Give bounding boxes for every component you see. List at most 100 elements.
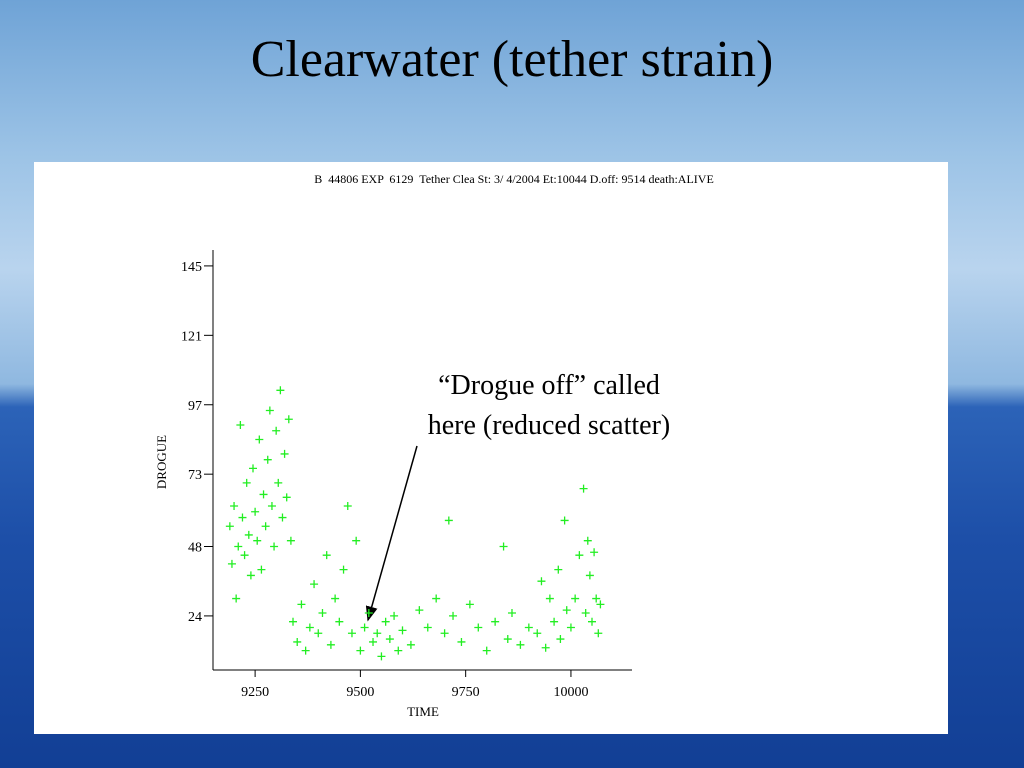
point [280, 449, 289, 458]
point [581, 609, 590, 618]
point [364, 609, 373, 618]
point [594, 629, 603, 638]
point [282, 493, 291, 502]
point [507, 609, 516, 618]
slide-title: Clearwater (tether strain) [250, 31, 774, 88]
point [242, 478, 251, 487]
point [297, 600, 306, 609]
point [560, 516, 569, 525]
point [246, 571, 255, 580]
chart: B 44806 EXP 6129 Tether Clea St: 3/ 4/20… [154, 172, 714, 719]
point [592, 594, 601, 603]
point [225, 522, 234, 531]
point [284, 415, 293, 424]
point [305, 623, 314, 632]
annotation-line: here (reduced scatter) [428, 410, 671, 441]
point [286, 536, 295, 545]
point [259, 490, 268, 499]
point [322, 551, 331, 560]
point [263, 455, 272, 464]
point [556, 635, 565, 644]
point [251, 507, 260, 516]
x-tick-label: 10000 [553, 685, 588, 700]
point [579, 484, 588, 493]
point [270, 542, 279, 551]
point [343, 501, 352, 510]
point [377, 652, 386, 661]
point [236, 421, 245, 429]
point [347, 629, 356, 638]
point [566, 623, 575, 632]
point [369, 637, 378, 646]
point [554, 565, 563, 574]
point [516, 640, 525, 649]
point [234, 542, 243, 551]
point [537, 577, 546, 586]
point [301, 646, 310, 655]
y-tick-label: 145 [181, 260, 202, 275]
point [562, 606, 571, 615]
point [423, 623, 432, 632]
point [267, 501, 276, 510]
point [394, 646, 403, 655]
point [596, 600, 605, 609]
point [491, 617, 500, 626]
point [550, 617, 559, 626]
y-tick-label: 24 [188, 610, 202, 625]
point [331, 594, 340, 603]
point [571, 594, 580, 603]
point [499, 542, 508, 551]
point [385, 635, 394, 644]
point [474, 623, 483, 632]
annotation-arrow [365, 445, 418, 622]
point [482, 646, 491, 655]
y-tick-label: 97 [188, 399, 202, 414]
point [545, 594, 554, 603]
point [352, 536, 361, 545]
point [444, 516, 453, 525]
point [255, 435, 264, 444]
point [503, 635, 512, 644]
point [232, 594, 241, 603]
point [249, 464, 258, 473]
point [278, 513, 287, 522]
point [373, 629, 382, 638]
point [314, 629, 323, 638]
point [590, 548, 599, 557]
y-tick-label: 121 [181, 329, 202, 344]
point [541, 643, 550, 652]
point [335, 617, 344, 626]
point [465, 600, 474, 609]
point [310, 580, 319, 589]
y-tick-label: 48 [188, 540, 202, 555]
x-tick-label: 9250 [241, 685, 269, 700]
point [381, 617, 390, 626]
point [238, 513, 247, 522]
point [227, 559, 236, 568]
point [339, 565, 348, 574]
point [326, 640, 335, 649]
point [533, 629, 542, 638]
point [406, 640, 415, 649]
point [253, 536, 262, 545]
point [318, 609, 327, 618]
chart-header: B 44806 EXP 6129 Tether Clea St: 3/ 4/20… [314, 172, 714, 186]
point [583, 536, 592, 545]
y-axis-label: DROGUE [154, 435, 169, 489]
point [457, 637, 466, 646]
point [265, 406, 274, 415]
point [293, 637, 302, 646]
point [575, 551, 584, 560]
point [240, 551, 249, 560]
point [261, 522, 270, 531]
x-tick-label: 9750 [452, 685, 480, 700]
point [432, 594, 441, 603]
x-axis-label: TIME [407, 704, 439, 719]
point [356, 646, 365, 655]
x-tick-label: 9500 [346, 685, 374, 700]
point [415, 606, 424, 615]
point [449, 611, 458, 620]
point [360, 623, 369, 632]
point [398, 626, 407, 635]
